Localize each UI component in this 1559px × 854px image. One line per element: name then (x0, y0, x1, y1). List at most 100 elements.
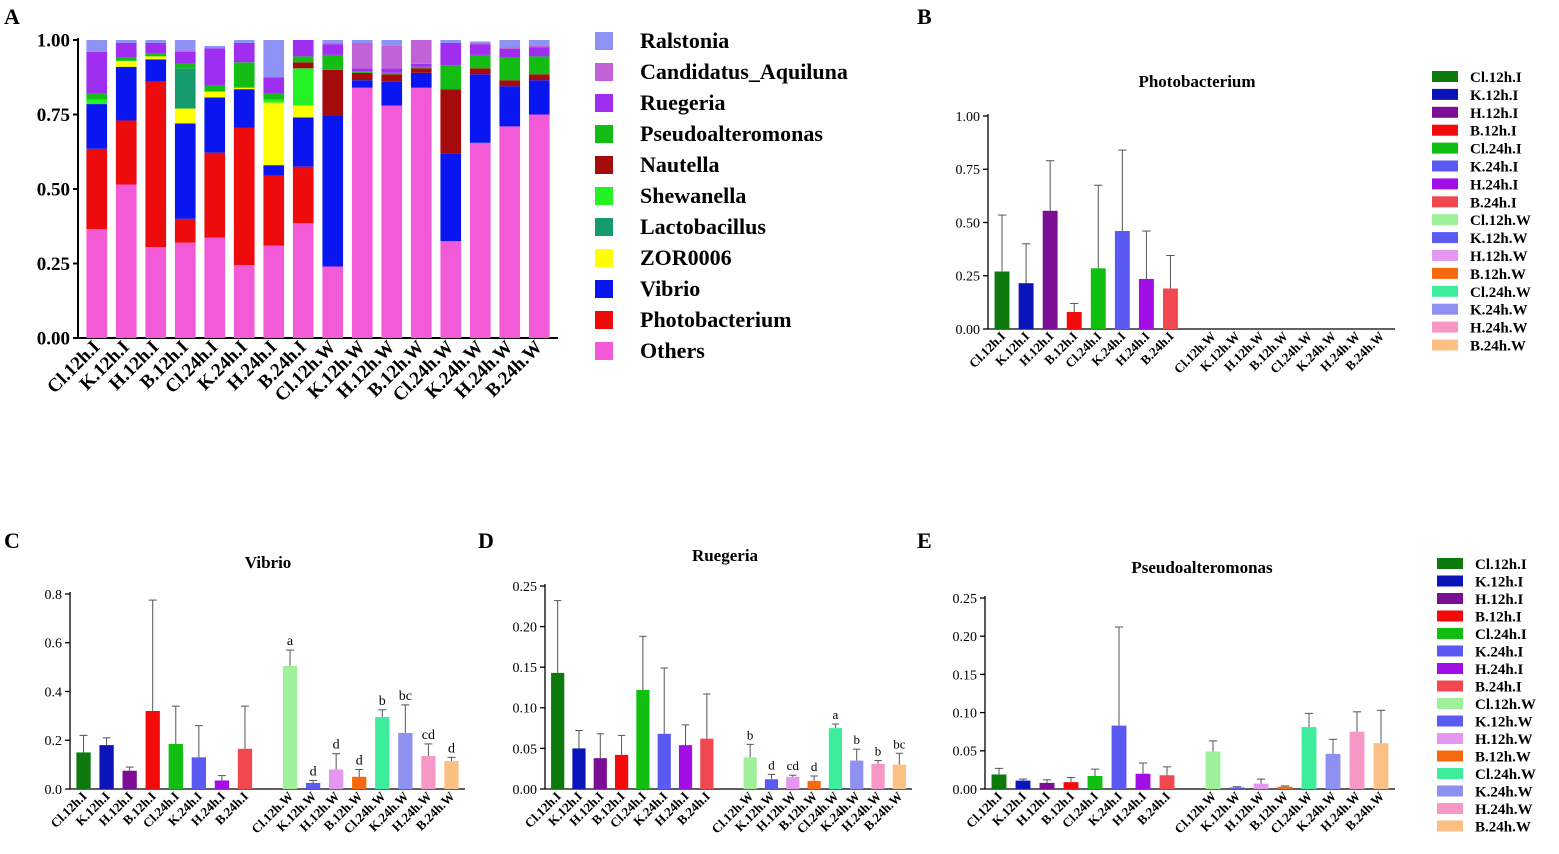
y-tick-label: 0.05 (953, 745, 978, 760)
y-tick-label: 0.50 (956, 216, 981, 231)
legend-swatch-b-12h-i (1432, 124, 1458, 136)
panel-label-b: B (917, 4, 932, 29)
bar-segment-candidatus-aquiluna-b-12h-w (410, 40, 432, 64)
bar-segment-vibrio-k-12h-i (115, 66, 137, 121)
panel-a-stacked-chart: 0.000.250.500.751.00Cl.12h.IK.12h.IH.12h… (37, 31, 558, 406)
legend-label-cl-24h-w: Cl.24h.W (1470, 285, 1531, 301)
significance-letter-b-24h-w: bc (893, 736, 906, 751)
bar-segment-pseudoalteromonas-cl-12h-w (322, 54, 344, 70)
bar-segment-photobacterium-cl-24h-i (204, 152, 226, 238)
legend-label-b-24h-w: B.24h.W (1470, 339, 1526, 355)
bar-b-24h-i (700, 738, 714, 789)
bar-segment-ruegeria-cl-24h-w (440, 42, 462, 66)
bar-segment-ruegeria-cl-24h-i (204, 48, 226, 86)
bar-cl-24h-i (168, 743, 183, 789)
bar-h-12h-w (329, 769, 344, 789)
legend-label-k-12h-w: K.12h.W (1475, 715, 1533, 731)
bar-cl-24h-w (1301, 727, 1317, 789)
bar-k-12h-i (99, 745, 114, 789)
bar-segment-lactobacillus-b-12h-i (174, 68, 196, 109)
bar-segment-candidatus-aquiluna-k-12h-w (351, 42, 373, 69)
bar-segment-ruegeria-h-12h-i (145, 42, 167, 54)
bar-segment-candidatus-aquiluna-k-24h-w (469, 42, 491, 45)
bar-segment-nautella-h-24h-w (499, 80, 521, 87)
significance-letter-h-12h-w: cd (787, 758, 800, 773)
bar-segment-shewanella-cl-12h-i (86, 99, 108, 105)
bar-cl-12h-i (994, 271, 1010, 329)
bar-segment-nautella-b-24h-i (292, 62, 314, 69)
bar-segment-vibrio-k-24h-i (233, 89, 255, 128)
bar-segment-vibrio-cl-24h-i (204, 97, 226, 153)
legend-label-b-12h-i: B.12h.I (1470, 124, 1517, 140)
bar-b-12h-w (1277, 786, 1293, 789)
legend-swatch-h-12h-i (1432, 106, 1458, 118)
significance-letter-cl-12h-w: a (287, 634, 294, 649)
legend-swatch-pseudoalteromonas (595, 125, 613, 143)
significance-letter-h-24h-w: b (875, 744, 882, 759)
legend-swatch-shewanella (595, 187, 613, 205)
bar-b-12h-w (807, 780, 821, 789)
y-tick-label: 0.25 (513, 580, 538, 595)
bar-segment-others-k-12h-i (115, 184, 137, 338)
bar-segment-candidatus-aquiluna-h-12h-w (381, 45, 403, 69)
bar-segment-vibrio-cl-24h-w (440, 153, 462, 242)
legend-label-b-24h-w: B.24h.W (1475, 820, 1531, 836)
significance-letter-h-12h-w: d (333, 738, 340, 753)
legend-swatch-h-12h-w (1437, 733, 1463, 744)
bar-h-12h-w (1253, 783, 1269, 789)
legend-label-b-12h-w: B.12h.W (1470, 267, 1526, 283)
significance-letter-cl-12h-w: b (747, 727, 754, 742)
panel-b-photobacterium-chart: Photobacterium0.000.250.500.751.00Cl.12h… (956, 72, 1395, 376)
y-tick-label: 0.25 (37, 254, 70, 275)
bar-cl-12h-w (743, 757, 757, 789)
legend-label-k-12h-w: K.12h.W (1470, 231, 1528, 247)
bar-segment-ruegeria-b-12h-w (410, 63, 432, 67)
bar-b-24h-i (1159, 775, 1175, 789)
y-tick-label: 0.15 (513, 661, 538, 676)
legend-swatch-ruegeria (595, 94, 613, 112)
bar-k-24h-w (850, 760, 864, 789)
legend-label-b-12h-i: B.12h.I (1475, 610, 1522, 626)
legend-swatch-cl-12h-w (1437, 698, 1463, 709)
y-tick-label: 0.2 (45, 734, 63, 749)
legend-label-h-12h-w: H.12h.W (1470, 249, 1528, 265)
legend-label-zor0006: ZOR0006 (640, 245, 732, 270)
bar-k-12h-i (1018, 283, 1034, 329)
legend-swatch-zor0006 (595, 249, 613, 267)
bar-k-12h-i (1015, 780, 1031, 789)
y-tick-label: 0.10 (513, 702, 538, 717)
legend-label-cl-24h-i: Cl.24h.I (1470, 142, 1522, 158)
legend-label-ralstonia: Ralstonia (640, 28, 729, 53)
bar-cl-12h-i (76, 752, 91, 789)
legend-swatch-b-24h-i (1437, 680, 1463, 692)
bar-segment-others-k-24h-i (233, 264, 255, 338)
chart-title: Ruegeria (692, 546, 759, 565)
bar-segment-pseudoalteromonas-b-24h-w (528, 56, 550, 75)
bar-segment-ralstonia-b-24h-w (528, 40, 550, 46)
significance-letter-k-12h-w: d (768, 757, 775, 772)
bar-segment-ruegeria-h-24h-w (499, 48, 521, 58)
bar-segment-nautella-b-24h-w (528, 74, 550, 81)
bar-segment-others-b-24h-w (528, 114, 550, 338)
bar-segment-nautella-cl-12h-w (322, 69, 344, 116)
panel-labels: A B C D E (4, 4, 932, 553)
bar-segment-pseudoalteromonas-cl-24h-i (204, 85, 226, 92)
bar-k-12h-i (572, 748, 586, 789)
bar-segment-shewanella-h-24h-i (263, 99, 285, 103)
legend-label-h-24h-w: H.24h.W (1475, 802, 1533, 818)
legend-label-b-24h-i: B.24h.I (1470, 195, 1517, 211)
bar-segment-pseudoalteromonas-h-12h-i (145, 53, 167, 57)
legend-label-cl-12h-i: Cl.12h.I (1470, 70, 1522, 86)
bar-segment-pseudoalteromonas-b-12h-w (410, 66, 432, 69)
bar-segment-ralstonia-k-24h-w (469, 41, 491, 43)
legend-label-h-24h-w: H.24h.W (1470, 321, 1528, 337)
bar-segment-ruegeria-h-12h-w (381, 68, 403, 73)
bar-segment-ruegeria-cl-12h-w (322, 44, 344, 55)
bar-h-12h-i (1039, 782, 1055, 789)
bar-cl-24h-i (636, 689, 650, 789)
legend-label-ruegeria: Ruegeria (640, 90, 726, 115)
bar-segment-ralstonia-h-24h-w (499, 40, 521, 48)
bar-segment-candidatus-aquiluna-b-12h-i (174, 50, 196, 52)
legend-swatch-b-12h-w (1432, 267, 1458, 279)
